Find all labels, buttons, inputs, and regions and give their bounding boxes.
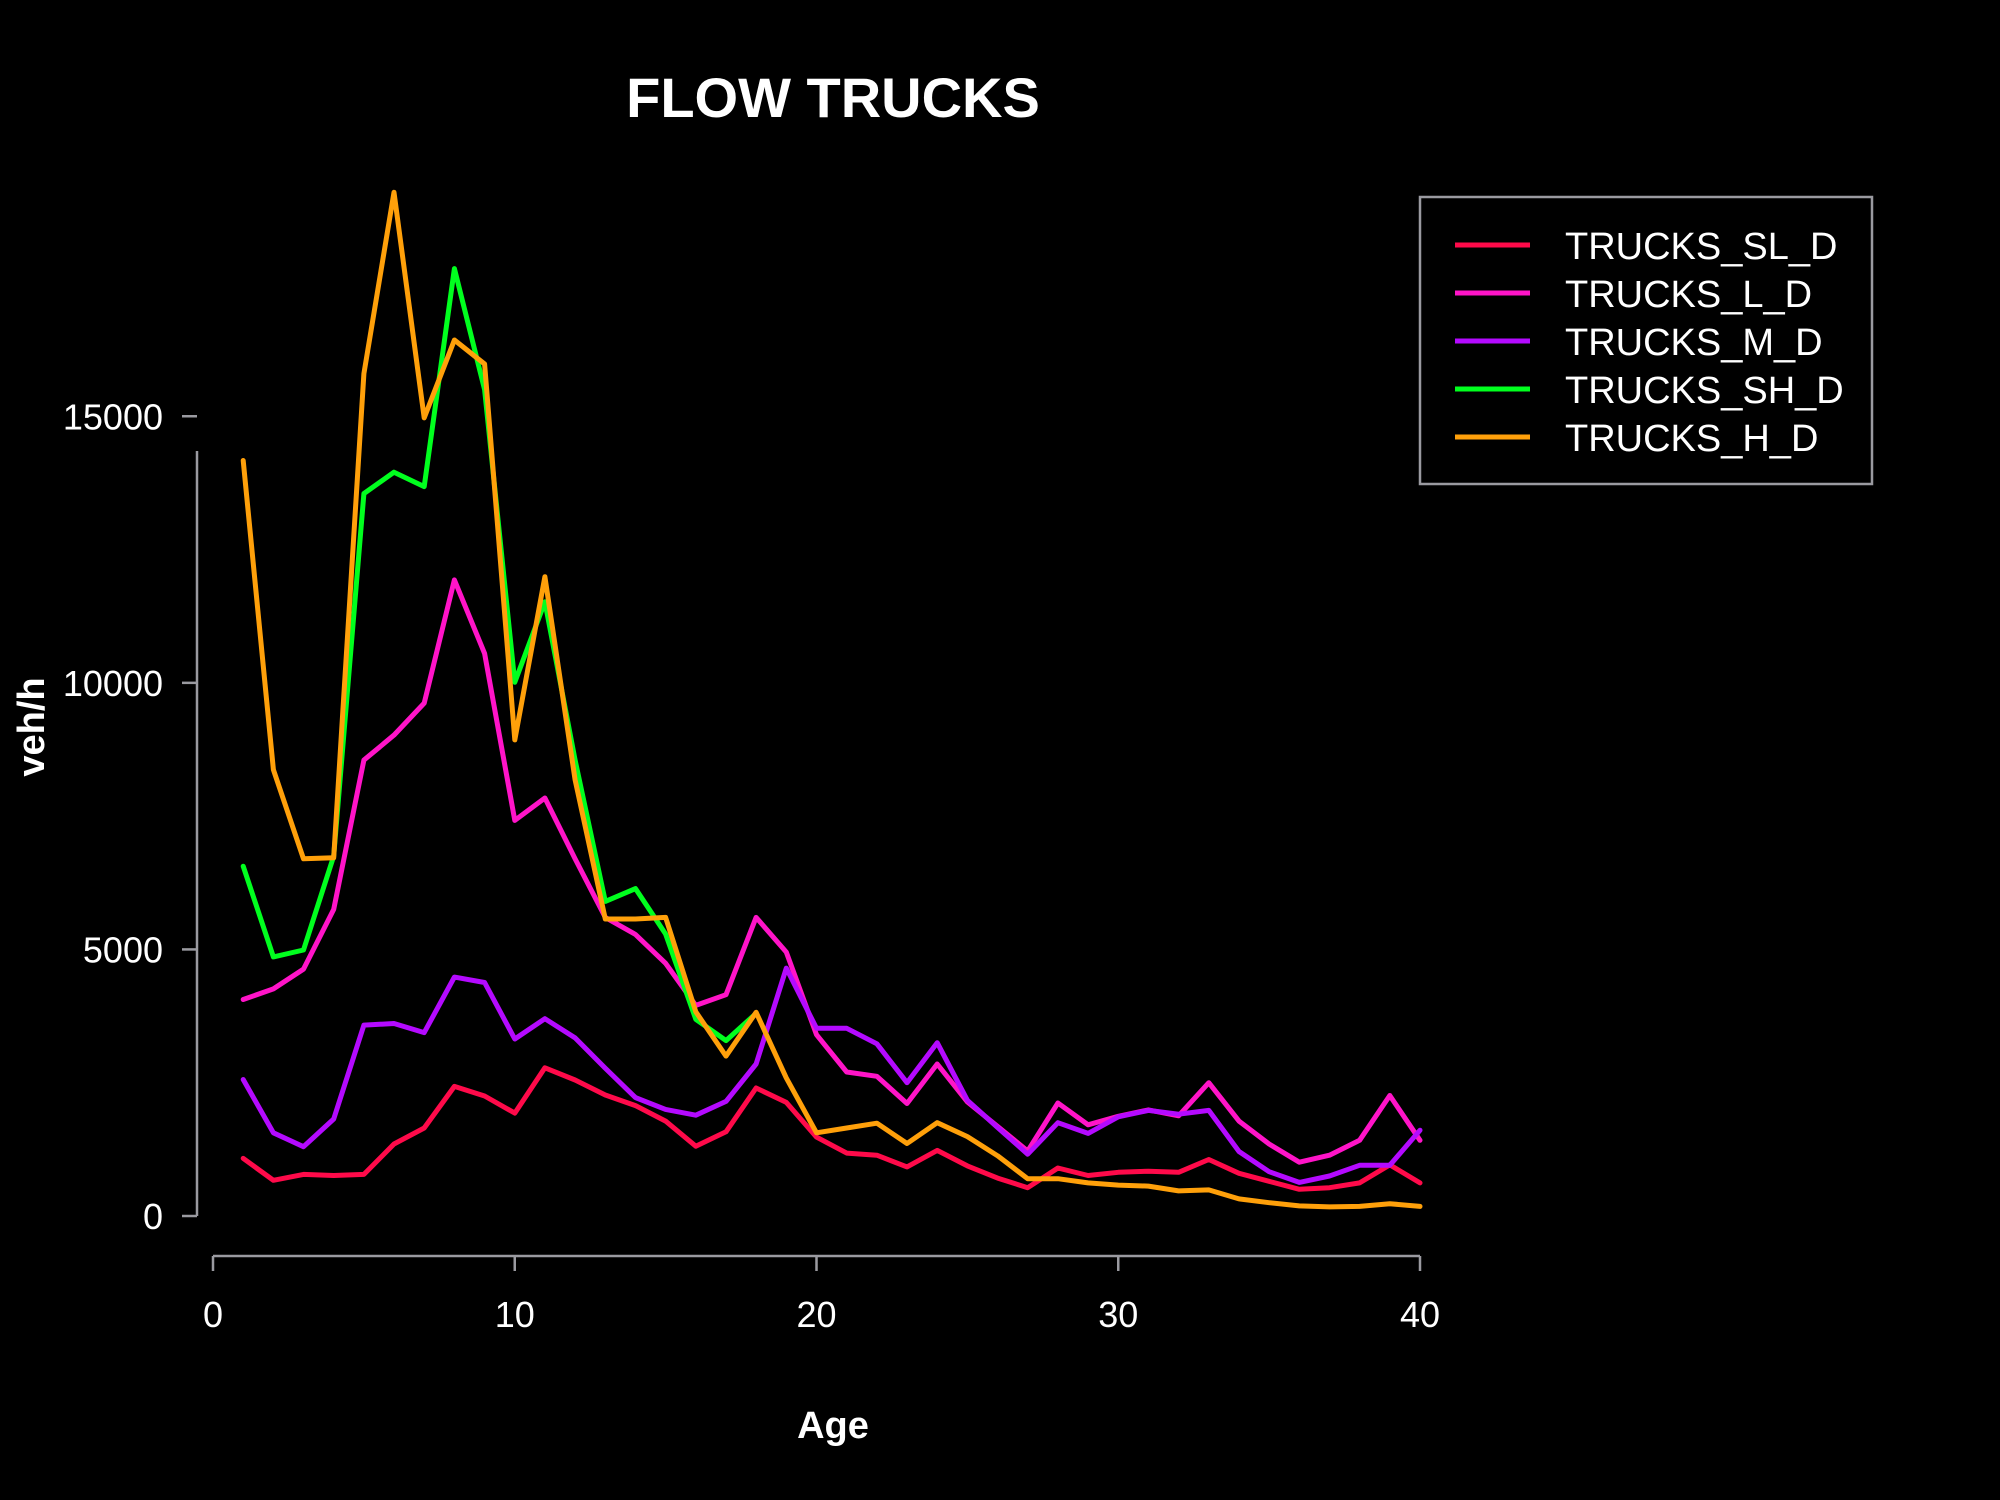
series-line-trucks-m-d	[240, 965, 1423, 1185]
x-tick-label: 20	[796, 1294, 836, 1335]
y-tick-label: 5000	[83, 929, 163, 970]
legend-label: TRUCKS_L_D	[1565, 274, 1812, 316]
plot-series	[240, 189, 1423, 1210]
y-axis-ticks: 0 5000 10000 15000	[63, 396, 197, 1237]
series-line-trucks-sl-d	[240, 1065, 1423, 1192]
x-axis-ticks: 0 10 20 30 40	[203, 1256, 1440, 1335]
y-axis-title: veh/h	[11, 677, 53, 776]
y-tick-label: 10000	[63, 663, 163, 704]
legend-label: TRUCKS_H_D	[1565, 418, 1818, 460]
legend-label: TRUCKS_SL_D	[1565, 226, 1837, 268]
x-axis-title: Age	[797, 1405, 869, 1447]
legend-items: TRUCKS_SL_D TRUCKS_L_D TRUCKS_M_D TRUCKS_SH…	[1455, 226, 1844, 460]
x-tick-label: 30	[1098, 1294, 1138, 1335]
legend-label: TRUCKS_SH_D	[1565, 370, 1844, 412]
series-line-trucks-h-d	[240, 189, 1423, 1210]
x-tick-label: 0	[203, 1294, 223, 1335]
x-tick-label: 10	[495, 1294, 535, 1335]
legend: TRUCKS_SL_D TRUCKS_L_D TRUCKS_M_D TRUCKS_SH…	[1418, 195, 1874, 486]
y-tick-label: 15000	[63, 396, 163, 437]
x-tick-label: 40	[1400, 1294, 1440, 1335]
series-line-trucks-l-d	[240, 577, 1423, 1165]
chart-title: FLOW TRUCKS	[626, 66, 1040, 129]
y-tick-label: 0	[143, 1196, 163, 1237]
legend-label: TRUCKS_M_D	[1565, 322, 1823, 364]
